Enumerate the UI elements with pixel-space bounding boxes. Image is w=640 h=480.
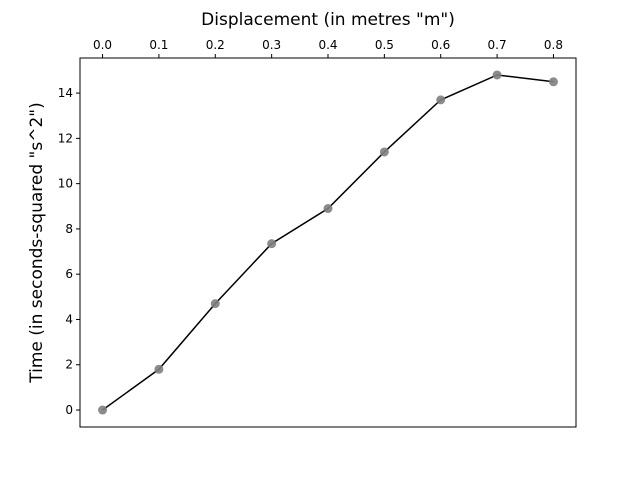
x-tick-label: 0.1 <box>149 38 168 52</box>
x-axis-ticks: 0.0 0.1 0.2 0.3 0.4 0.5 0.6 0.7 0.8 <box>93 38 563 58</box>
data-point <box>154 364 164 374</box>
series-markers <box>98 70 558 415</box>
data-point <box>210 299 220 309</box>
x-tick-label: 0.4 <box>318 38 337 52</box>
y-tick-label: 4 <box>65 312 73 326</box>
x-tick-label: 0.0 <box>93 38 112 52</box>
x-tick-label: 0.8 <box>544 38 563 52</box>
data-point <box>323 204 333 214</box>
x-tick-label: 0.2 <box>206 38 225 52</box>
x-axis-title: Displacement (in metres "m") <box>201 10 455 30</box>
y-tick-label: 6 <box>65 267 73 281</box>
y-tick-label: 14 <box>58 86 73 100</box>
data-point <box>492 70 502 80</box>
y-axis-title: Time (in seconds-squared "s^2") <box>27 102 47 383</box>
y-tick-label: 8 <box>65 222 73 236</box>
y-tick-label: 12 <box>58 131 73 145</box>
y-tick-label: 2 <box>65 358 73 372</box>
data-point <box>436 95 446 105</box>
x-tick-label: 0.6 <box>431 38 450 52</box>
y-tick-label: 0 <box>65 403 73 417</box>
data-point <box>548 77 558 87</box>
data-point <box>379 147 389 157</box>
x-tick-label: 0.3 <box>262 38 281 52</box>
y-axis-ticks: 0 2 4 6 8 10 12 14 <box>58 86 80 417</box>
data-point <box>98 405 108 415</box>
y-tick-label: 10 <box>58 177 73 191</box>
x-tick-label: 0.5 <box>375 38 394 52</box>
data-point <box>267 239 277 249</box>
x-tick-label: 0.7 <box>488 38 507 52</box>
